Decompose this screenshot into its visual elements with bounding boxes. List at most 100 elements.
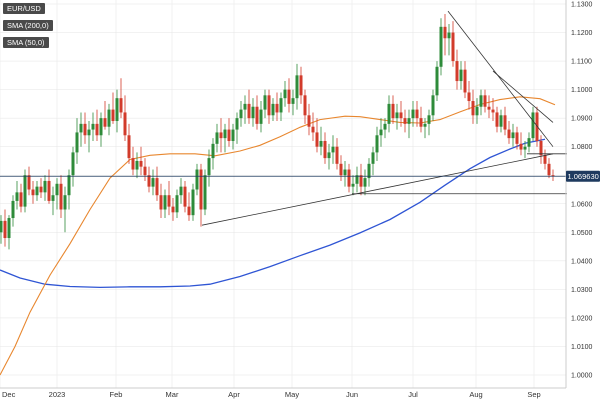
- candle-down: [147, 166, 151, 193]
- candle-up: [43, 175, 47, 201]
- candle-up: [527, 132, 531, 153]
- sma-200-label: SMA (200,0): [3, 20, 53, 31]
- candle-up: [283, 81, 287, 107]
- candle-up: [431, 89, 435, 122]
- x-tick-label: May: [285, 390, 299, 399]
- y-tick-label: 1.0900: [571, 116, 593, 123]
- x-tick-label: Sep: [527, 390, 540, 399]
- candle-up: [319, 126, 323, 156]
- candle-up: [251, 98, 255, 127]
- candle-up: [67, 169, 71, 210]
- candle-up: [215, 123, 219, 153]
- candle-down: [415, 101, 419, 127]
- y-tick-label: 1.1200: [571, 30, 593, 37]
- y-tick-label: 1.0500: [571, 230, 593, 237]
- candle-up: [99, 112, 103, 147]
- current-price-tag: 1.069630: [566, 170, 600, 182]
- candle-down: [551, 169, 555, 181]
- candle-up: [291, 89, 295, 116]
- candle-down: [339, 155, 343, 181]
- trendline[interactable]: [492, 70, 554, 123]
- candle-up: [179, 178, 183, 204]
- candle-up: [343, 160, 347, 187]
- candle-up: [239, 101, 243, 127]
- candle-up: [223, 123, 227, 153]
- candle-up: [235, 112, 239, 144]
- candle-down: [171, 198, 175, 221]
- current-price-tag-background: [566, 170, 600, 182]
- sma-lines: [0, 96, 556, 376]
- y-tick-label: 1.0200: [571, 315, 593, 322]
- candle-up: [175, 189, 179, 219]
- y-tick-label: 1.0300: [571, 287, 593, 294]
- candle-up: [379, 118, 383, 147]
- candle-up: [351, 175, 355, 196]
- y-tick-label: 1.0400: [571, 258, 593, 265]
- candle-up: [71, 146, 75, 187]
- candle-up: [511, 123, 515, 147]
- candle-down: [483, 89, 487, 113]
- candle-up: [411, 101, 415, 127]
- candle-up: [135, 152, 139, 179]
- trendline[interactable]: [447, 10, 554, 147]
- candle-up: [263, 89, 267, 119]
- y-tick-label: 1.0000: [571, 373, 593, 380]
- candle-up: [459, 61, 463, 90]
- candle-down: [299, 66, 303, 104]
- candle-up: [163, 189, 167, 219]
- candle-down: [111, 92, 115, 124]
- candle-down: [187, 192, 191, 221]
- candle-down: [487, 95, 491, 119]
- candle-up: [499, 109, 503, 133]
- candle-up: [375, 126, 379, 161]
- candle-down: [59, 175, 63, 219]
- candle-down: [127, 123, 131, 164]
- x-tick-label: Aug: [469, 390, 482, 399]
- candle-down: [303, 89, 307, 124]
- candle-down: [467, 81, 471, 110]
- candle-up: [259, 101, 263, 133]
- candle-down: [199, 163, 203, 227]
- candle-up: [395, 103, 399, 130]
- candle-down: [103, 101, 107, 130]
- candle-down: [227, 118, 231, 147]
- candle-down: [391, 95, 395, 124]
- candles-layer: [0, 13, 555, 250]
- candle-down: [275, 92, 279, 122]
- y-tick-label: 1.0800: [571, 144, 593, 151]
- price-axis[interactable]: 1.13001.12001.11001.10001.09001.08001.07…: [571, 2, 593, 380]
- candle-up: [423, 118, 427, 139]
- candle-down: [399, 101, 403, 127]
- candle-down: [535, 106, 539, 147]
- candle-up: [243, 95, 247, 124]
- candle-up: [195, 163, 199, 196]
- chart-grid: [0, 0, 566, 388]
- candle-down: [47, 169, 51, 204]
- candle-down: [155, 166, 159, 201]
- candle-up: [387, 95, 391, 133]
- candle-up: [383, 118, 387, 139]
- candle-down: [471, 89, 475, 124]
- candle-up: [447, 23, 451, 56]
- candle-up: [91, 112, 95, 141]
- candle-down: [335, 138, 339, 170]
- candle-up: [479, 89, 483, 116]
- current-price-label: 1.069630: [568, 172, 599, 181]
- sma-50-label: SMA (50,0): [3, 37, 49, 48]
- candle-down: [463, 61, 467, 99]
- y-tick-label: 1.0100: [571, 344, 593, 351]
- candle-up: [51, 186, 55, 216]
- candle-up: [295, 63, 299, 110]
- time-axis[interactable]: Dec 2023 Feb Mar Apr May Jun Jul Aug Sep: [2, 390, 541, 399]
- candle-down: [183, 180, 187, 213]
- candle-down: [31, 180, 35, 204]
- candle-up: [279, 92, 283, 122]
- candle-down: [19, 183, 23, 213]
- candle-down: [143, 158, 147, 181]
- sma-50-line: [0, 96, 556, 376]
- y-tick-label: 1.0600: [571, 201, 593, 208]
- candle-down: [219, 118, 223, 153]
- trendline[interactable]: [201, 153, 554, 226]
- candle-down: [451, 21, 455, 67]
